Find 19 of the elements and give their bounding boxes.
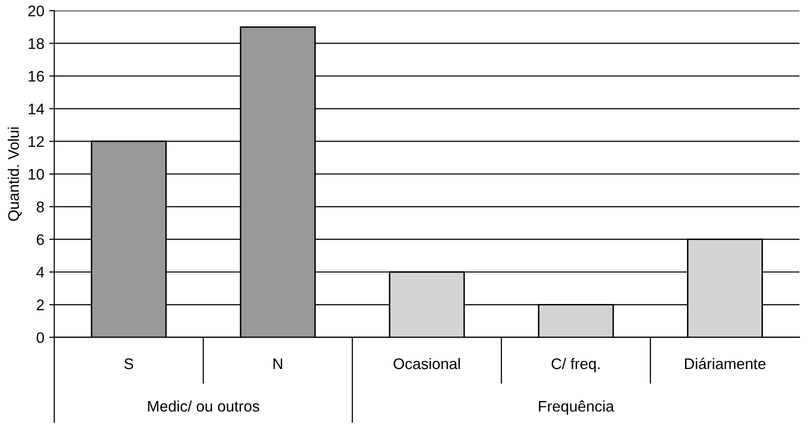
y-tick-label: 12 [28,136,44,147]
y-tick-label: 10 [28,168,44,180]
x-tick-label: C/ freq. [552,358,600,372]
x-tick-label: N [274,358,282,370]
y-tick-label: 18 [28,38,44,50]
x-tick-label: S [124,358,134,370]
x-tick-label: Ocasional [394,358,460,370]
text: Frequência [538,400,614,415]
y-tick-label: 8 [36,202,44,212]
text: Medic/ ou outros [148,400,260,412]
y-tick-label: 0 [36,332,44,344]
x-tick-label: Diáriamente [685,358,766,370]
y-tick-label: 20 [28,6,44,16]
y-tick-label: 16 [28,70,44,82]
y-tick-label: 2 [36,300,44,310]
y-tick-label: 14 [28,104,44,114]
y-tick-label: 6 [36,234,44,246]
y-axis-title: Quantid. Volui [8,127,22,221]
y-tick-label: 4 [36,267,44,278]
